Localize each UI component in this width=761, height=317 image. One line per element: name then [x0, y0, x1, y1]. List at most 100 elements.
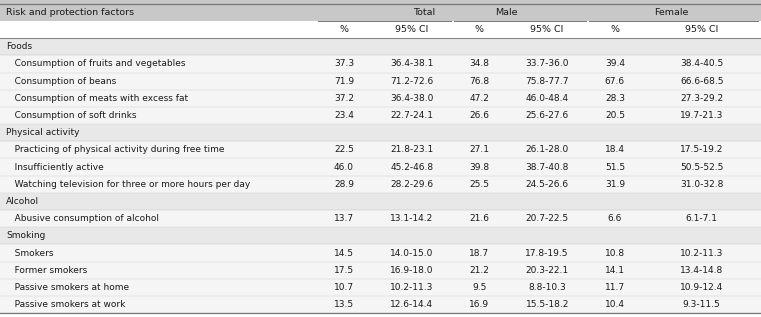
Text: 17.5-19.2: 17.5-19.2: [680, 146, 723, 154]
Text: 31.0-32.8: 31.0-32.8: [680, 180, 723, 189]
Text: 18.4: 18.4: [605, 146, 625, 154]
Text: 8.8-10.3: 8.8-10.3: [528, 283, 566, 292]
Text: Watching television for three or more hours per day: Watching television for three or more ho…: [6, 180, 250, 189]
Text: Abusive consumption of alcohol: Abusive consumption of alcohol: [6, 214, 159, 223]
Text: 10.8: 10.8: [605, 249, 625, 257]
Bar: [0, 107, 761, 124]
Text: 16.9: 16.9: [470, 300, 489, 309]
Text: 25.5: 25.5: [470, 180, 489, 189]
Text: 13.1-14.2: 13.1-14.2: [390, 214, 433, 223]
Text: 24.5-26.6: 24.5-26.6: [526, 180, 568, 189]
Text: 21.6: 21.6: [470, 214, 489, 223]
Text: 10.2-11.3: 10.2-11.3: [680, 249, 723, 257]
Bar: [0, 244, 761, 262]
Text: Risk and protection factors: Risk and protection factors: [6, 8, 134, 17]
Text: 23.4: 23.4: [334, 111, 354, 120]
Bar: [0, 55, 761, 73]
Text: 95% CI: 95% CI: [395, 25, 428, 34]
Text: 31.9: 31.9: [605, 180, 625, 189]
Text: 71.2-72.6: 71.2-72.6: [390, 77, 433, 86]
Text: Consumption of beans: Consumption of beans: [6, 77, 116, 86]
Text: Male: Male: [495, 8, 517, 17]
Bar: [0, 227, 761, 244]
Text: 13.7: 13.7: [334, 214, 354, 223]
Text: 36.4-38.1: 36.4-38.1: [390, 60, 433, 68]
Text: 37.3: 37.3: [334, 60, 354, 68]
Bar: [0, 176, 761, 193]
Text: 71.9: 71.9: [334, 77, 354, 86]
Text: 10.2-11.3: 10.2-11.3: [390, 283, 433, 292]
Bar: [0, 193, 761, 210]
Text: Practicing of physical activity during free time: Practicing of physical activity during f…: [6, 146, 224, 154]
Text: 46.0: 46.0: [334, 163, 354, 171]
Text: 6.6: 6.6: [608, 214, 622, 223]
Text: 45.2-46.8: 45.2-46.8: [390, 163, 433, 171]
Text: Alcohol: Alcohol: [6, 197, 40, 206]
Text: 33.7-36.0: 33.7-36.0: [525, 60, 569, 68]
Text: 39.8: 39.8: [470, 163, 489, 171]
Text: 20.3-22.1: 20.3-22.1: [526, 266, 568, 275]
Text: 95% CI: 95% CI: [685, 25, 718, 34]
Text: 20.7-22.5: 20.7-22.5: [526, 214, 568, 223]
Bar: [0, 90, 761, 107]
Text: 26.1-28.0: 26.1-28.0: [526, 146, 568, 154]
Text: 6.1-7.1: 6.1-7.1: [686, 214, 718, 223]
Text: Smokers: Smokers: [6, 249, 53, 257]
Text: Female: Female: [654, 8, 689, 17]
Bar: [0, 0, 761, 21]
Text: 28.2-29.6: 28.2-29.6: [390, 180, 433, 189]
Text: 12.6-14.4: 12.6-14.4: [390, 300, 433, 309]
Text: 15.5-18.2: 15.5-18.2: [526, 300, 568, 309]
Text: Consumption of meats with excess fat: Consumption of meats with excess fat: [6, 94, 188, 103]
Bar: [0, 124, 761, 141]
Text: %: %: [475, 25, 484, 34]
Text: Former smokers: Former smokers: [6, 266, 88, 275]
Text: 28.9: 28.9: [334, 180, 354, 189]
Bar: [0, 296, 761, 313]
Text: 9.3-11.5: 9.3-11.5: [683, 300, 721, 309]
Text: 9.5: 9.5: [473, 283, 486, 292]
Text: 14.1: 14.1: [605, 266, 625, 275]
Text: 13.4-14.8: 13.4-14.8: [680, 266, 723, 275]
Bar: [0, 141, 761, 158]
Text: Passive smokers at home: Passive smokers at home: [6, 283, 129, 292]
Text: 34.8: 34.8: [470, 60, 489, 68]
Bar: [0, 279, 761, 296]
Text: %: %: [339, 25, 349, 34]
Text: 95% CI: 95% CI: [530, 25, 564, 34]
Text: 26.6: 26.6: [470, 111, 489, 120]
Text: 66.6-68.5: 66.6-68.5: [680, 77, 724, 86]
Bar: [0, 262, 761, 279]
Text: 11.7: 11.7: [605, 283, 625, 292]
Text: Total: Total: [412, 8, 435, 17]
Text: 75.8-77.7: 75.8-77.7: [525, 77, 569, 86]
Text: 10.9-12.4: 10.9-12.4: [680, 283, 723, 292]
Text: 19.7-21.3: 19.7-21.3: [680, 111, 723, 120]
Bar: [0, 210, 761, 227]
Text: 14.0-15.0: 14.0-15.0: [390, 249, 433, 257]
Text: 21.2: 21.2: [470, 266, 489, 275]
Text: Smoking: Smoking: [6, 231, 46, 240]
Text: Foods: Foods: [6, 42, 32, 51]
Text: 39.4: 39.4: [605, 60, 625, 68]
Text: 27.1: 27.1: [470, 146, 489, 154]
Bar: [0, 73, 761, 90]
Text: 46.0-48.4: 46.0-48.4: [526, 94, 568, 103]
Text: Passive smokers at work: Passive smokers at work: [6, 300, 126, 309]
Text: Consumption of fruits and vegetables: Consumption of fruits and vegetables: [6, 60, 186, 68]
Text: 67.6: 67.6: [605, 77, 625, 86]
Text: 14.5: 14.5: [334, 249, 354, 257]
Text: 13.5: 13.5: [334, 300, 354, 309]
Bar: [0, 158, 761, 176]
Text: 10.7: 10.7: [334, 283, 354, 292]
Text: 22.7-24.1: 22.7-24.1: [390, 111, 433, 120]
Text: 76.8: 76.8: [470, 77, 489, 86]
Text: 36.4-38.0: 36.4-38.0: [390, 94, 433, 103]
Text: 37.2: 37.2: [334, 94, 354, 103]
Text: 21.8-23.1: 21.8-23.1: [390, 146, 433, 154]
Text: 20.5: 20.5: [605, 111, 625, 120]
Text: 17.8-19.5: 17.8-19.5: [525, 249, 569, 257]
Text: 25.6-27.6: 25.6-27.6: [526, 111, 568, 120]
Text: Insufficiently active: Insufficiently active: [6, 163, 103, 171]
Text: 17.5: 17.5: [334, 266, 354, 275]
